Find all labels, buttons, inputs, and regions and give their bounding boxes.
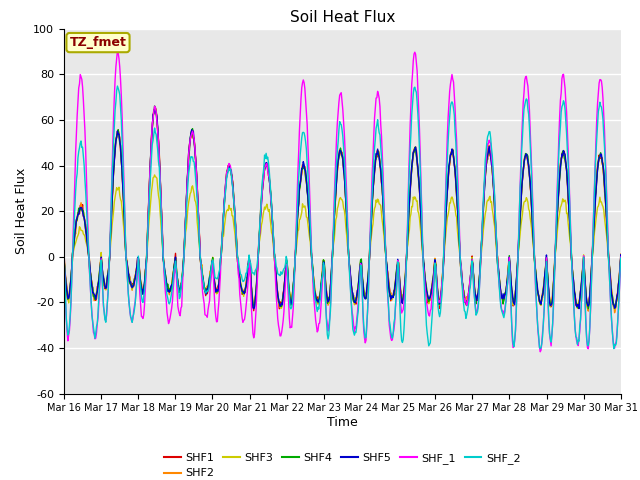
SHF1 xyxy=(214,283,222,288)
SHF3 xyxy=(617,257,625,263)
SHF4 xyxy=(411,144,419,150)
Text: TZ_fmet: TZ_fmet xyxy=(70,36,127,49)
SHF3 xyxy=(612,306,620,312)
SHF5 xyxy=(185,150,193,156)
SHF3 xyxy=(411,194,419,200)
SHF_1 xyxy=(70,204,78,209)
SHF_1 xyxy=(536,349,544,355)
SHF4 xyxy=(151,103,159,109)
SHF4 xyxy=(214,289,222,295)
SHF1 xyxy=(617,255,625,261)
SHF2 xyxy=(617,251,625,257)
SHF_2 xyxy=(60,252,68,258)
SHF_2 xyxy=(113,83,121,89)
SHF_1 xyxy=(113,48,121,54)
SHF_2 xyxy=(411,84,419,90)
SHF_2 xyxy=(185,170,193,176)
SHF2 xyxy=(152,105,159,111)
SHF3 xyxy=(70,245,78,251)
SHF1 xyxy=(152,105,159,110)
SHF5 xyxy=(428,286,436,291)
SHF5 xyxy=(127,283,135,289)
SHF2 xyxy=(70,242,78,248)
Line: SHF3: SHF3 xyxy=(64,175,621,309)
SHF3 xyxy=(151,172,159,178)
SHF_1 xyxy=(214,308,222,314)
SHF_1 xyxy=(428,306,435,312)
SHF3 xyxy=(214,288,222,293)
SHF1 xyxy=(428,285,436,290)
SHF_1 xyxy=(617,254,625,260)
SHF2 xyxy=(214,286,222,292)
SHF_1 xyxy=(128,319,136,325)
SHF4 xyxy=(127,282,135,288)
SHF4 xyxy=(185,155,193,160)
SHF4 xyxy=(584,306,592,312)
SHF_2 xyxy=(617,255,625,261)
SHF_1 xyxy=(185,151,193,156)
SHF4 xyxy=(70,241,78,247)
SHF_2 xyxy=(610,346,618,351)
Legend: SHF1, SHF2, SHF3, SHF4, SHF5, SHF_1, SHF_2: SHF1, SHF2, SHF3, SHF4, SHF5, SHF_1, SHF… xyxy=(160,448,525,480)
SHF5 xyxy=(70,237,78,242)
SHF3 xyxy=(60,253,68,259)
SHF_2 xyxy=(70,221,78,227)
SHF2 xyxy=(127,283,135,289)
SHF2 xyxy=(60,255,68,261)
SHF5 xyxy=(60,255,68,261)
SHF_1 xyxy=(60,253,68,259)
Line: SHF2: SHF2 xyxy=(64,108,621,313)
Y-axis label: Soil Heat Flux: Soil Heat Flux xyxy=(15,168,28,254)
Line: SHF4: SHF4 xyxy=(64,106,621,309)
SHF1 xyxy=(70,239,78,245)
SHF5 xyxy=(151,107,159,112)
SHF_2 xyxy=(428,329,435,335)
SHF4 xyxy=(428,291,435,297)
SHF4 xyxy=(617,254,625,260)
X-axis label: Time: Time xyxy=(327,416,358,429)
Line: SHF1: SHF1 xyxy=(64,108,621,311)
SHF1 xyxy=(60,250,68,256)
SHF4 xyxy=(60,255,68,261)
SHF_1 xyxy=(411,49,419,55)
SHF1 xyxy=(412,147,419,153)
SHF1 xyxy=(127,283,135,289)
SHF5 xyxy=(250,306,257,312)
Line: SHF_1: SHF_1 xyxy=(64,51,621,352)
Line: SHF5: SHF5 xyxy=(64,109,621,309)
SHF3 xyxy=(127,280,135,286)
SHF2 xyxy=(411,147,419,153)
SHF3 xyxy=(185,199,193,205)
SHF2 xyxy=(185,156,193,162)
SHF2 xyxy=(611,310,618,316)
SHF5 xyxy=(214,288,222,293)
SHF5 xyxy=(617,252,625,257)
SHF1 xyxy=(250,308,257,313)
SHF3 xyxy=(428,289,435,295)
SHF_2 xyxy=(128,319,136,325)
SHF5 xyxy=(412,144,419,150)
Title: Soil Heat Flux: Soil Heat Flux xyxy=(290,10,395,25)
Line: SHF_2: SHF_2 xyxy=(64,86,621,348)
SHF2 xyxy=(428,288,435,294)
SHF1 xyxy=(185,150,193,156)
SHF_2 xyxy=(214,274,222,279)
